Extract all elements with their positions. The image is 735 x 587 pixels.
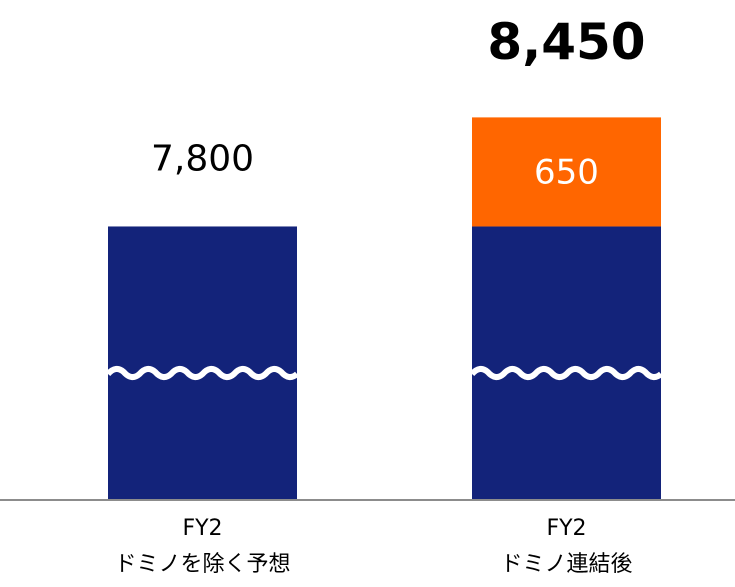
x-tick-label: ドミノを除く予想 xyxy=(114,552,290,577)
axis-break xyxy=(105,366,299,380)
bar-segment xyxy=(472,226,661,500)
axis-break xyxy=(469,366,663,380)
x-tick-label: FY2 xyxy=(546,516,586,541)
x-tick-label: ドミノ連結後 xyxy=(500,552,632,577)
bar-segment xyxy=(472,117,661,227)
bar-segment xyxy=(108,226,297,500)
x-tick-label: FY2 xyxy=(182,516,222,541)
total-label: 7,800 xyxy=(151,138,254,179)
total-label: 8,450 xyxy=(487,13,645,71)
segment-label: 650 xyxy=(534,152,599,192)
